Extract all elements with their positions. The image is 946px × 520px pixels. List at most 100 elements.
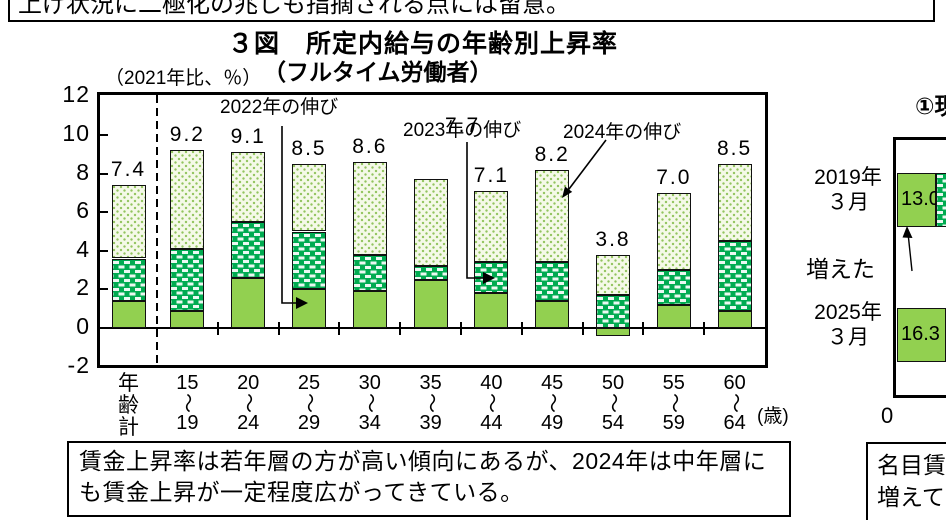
main-chart-note-text: 賃金上昇率は若年層の方が高い傾向にあるが、2024年は中年層にも賃金上昇が一定程… (79, 448, 767, 505)
annotation-2024: 2024年の伸び (563, 122, 682, 143)
bar-segment-2023年の伸び (535, 262, 570, 301)
bar-value-label: 8.5 (291, 136, 327, 160)
y-axis-tick (100, 134, 108, 136)
y-axis-tick-label: 8 (76, 158, 90, 185)
range-tilde: 〜 (602, 393, 624, 413)
range-tilde: 〜 (358, 393, 381, 413)
bar-segment-2024年の伸び (656, 192, 691, 271)
range-tilde: 〜 (662, 393, 685, 413)
bar-segment-2023年の伸び (111, 258, 146, 301)
bar-segment-2023年の伸び (717, 241, 752, 311)
bar-value-label: 8.6 (352, 135, 388, 158)
bar-segment-2022年の伸び (413, 279, 448, 329)
range-tilde: 〜 (176, 393, 199, 413)
bar-value-label: 8.5 (716, 136, 753, 160)
bar-value-label: 7.4 (110, 158, 147, 182)
bar-segment-2022年の伸び (352, 291, 387, 328)
bar-segment-2024年の伸び (292, 163, 326, 232)
top-note-box: 上げ状況に二極化の兆しも指摘される点には留意。 (8, 0, 935, 22)
y-axis-tick-label: 10 (62, 120, 90, 146)
x-axis-tick (520, 322, 523, 335)
bar-value-label: 7.7 (444, 114, 481, 138)
figure-subtitle: （フルタイム労働者） (263, 59, 493, 85)
bar-segment-2022年の伸び (656, 304, 691, 328)
age-axis-suffix: (歳) (757, 406, 789, 427)
bar-segment-2022年の伸び (170, 310, 205, 328)
right-note-line1: 名目賃 (877, 452, 946, 478)
bar-segment-2024年の伸び (474, 191, 509, 263)
right-note-line2: 増えて (877, 484, 945, 510)
bar-value-label: 8.2 (534, 142, 570, 166)
range-tilde: 〜 (541, 393, 564, 413)
y-axis-tick-label: 0 (76, 313, 90, 339)
bar-segment-2023年の伸び (656, 270, 691, 305)
bar-segment-2024年の伸び (596, 254, 630, 296)
y-axis-tick (100, 172, 108, 175)
bar-segment-2023年の伸び (170, 248, 205, 311)
bar-segment-2022年の伸び (111, 301, 146, 328)
x-axis-tick (642, 322, 645, 335)
x-axis-tick (216, 322, 219, 335)
bar-segment-2022年の伸び (717, 310, 752, 328)
right-row-label-2019: 2019年 ３月 (814, 166, 882, 214)
bar-segment-2022年の伸び (292, 289, 326, 328)
bar-segment-2022年の伸び (596, 328, 630, 336)
bar-segment-2023年の伸び (231, 221, 266, 278)
y-axis-tick (100, 288, 108, 291)
bar-segment-2023年の伸び (596, 295, 630, 328)
x-axis-category-label: 45 〜 49 (541, 372, 564, 434)
bar-value-label: 9.2 (169, 123, 205, 147)
bar-segment-2024年の伸び (717, 163, 752, 242)
bar-segment-2024年の伸び (535, 169, 570, 263)
bar-value-label: 7.0 (656, 165, 692, 189)
x-axis-category-label: 15 〜 19 (176, 372, 199, 434)
bar-segment-2024年の伸び (231, 152, 266, 222)
y-axis-tick-label: 4 (76, 235, 90, 262)
main-chart-note-box: 賃金上昇率は若年層の方が高い傾向にあるが、2024年は中年層にも賃金上昇が一定程… (67, 441, 791, 517)
x-axis-tick (581, 322, 584, 335)
x-axis-category-label: 35 〜 39 (419, 372, 442, 434)
y-axis-tick (100, 211, 108, 214)
right-chart-bars: 13.0 16.3 (896, 140, 946, 395)
figure-title: ３図 所定内給与の年齢別上昇率 (228, 30, 619, 58)
x-axis-category-label: 60 〜 64 (723, 372, 746, 434)
bar-segment-2023年の伸び (413, 266, 448, 280)
range-tilde: 〜 (723, 393, 746, 413)
y-axis-tick-label: 2 (76, 274, 90, 301)
range-tilde: 〜 (237, 393, 260, 413)
bar-segment-2022年の伸び (535, 301, 570, 328)
bar-segment-2022年の伸び (231, 277, 266, 328)
annotation-2023: 2023年の伸び (403, 120, 522, 141)
y-axis-tick (100, 249, 108, 252)
bar-segment-2023年の伸び (474, 262, 509, 294)
x-axis-category-label: 20 〜 24 (237, 372, 260, 434)
x-axis-category-label: 25 〜 29 (297, 372, 321, 434)
bar-segment-2024年の伸び (111, 185, 146, 259)
x-axis-tick (399, 322, 402, 335)
x-axis-tick (703, 322, 706, 335)
right-chart-bar: 16.3 (897, 308, 946, 362)
right-chart-title: ①現 (915, 93, 946, 119)
bar-segment-2024年の伸び (352, 162, 387, 255)
x-axis-category-label: 50 〜 54 (601, 372, 625, 434)
y-axis-tick-label: 6 (76, 197, 90, 224)
y-axis-tick-label: 12 (62, 81, 90, 108)
bar-value-label: 7.1 (473, 164, 509, 187)
right-chart-note-box: 名目賃 増えて (866, 442, 946, 520)
range-tilde: 〜 (298, 393, 320, 413)
right-chart-bar: 13.0 (897, 173, 940, 227)
x-axis-category-label: 55 〜 59 (662, 372, 685, 434)
range-tilde: 〜 (419, 393, 442, 413)
x-axis-category-label: 30 〜 34 (358, 372, 381, 434)
unit-label: （2021年比、％） (105, 68, 262, 89)
y-axis-tick (100, 327, 108, 329)
bar-segment-2023年の伸び (352, 254, 387, 292)
x-axis-category-label: 年齢計 (118, 372, 139, 439)
bar-segment-2024年の伸び (413, 179, 448, 267)
bar-segment-2024年の伸び (170, 150, 205, 249)
main-plot-frame: 7.4 9.2 9.1 8.5 8.6 7.7 7.1 8.2 3.8 7.0 8.5 (97, 92, 768, 368)
bar-segment-2022年の伸び (474, 293, 509, 328)
right-chart-bar-extra-segment (936, 173, 946, 227)
range-tilde: 〜 (480, 393, 503, 413)
